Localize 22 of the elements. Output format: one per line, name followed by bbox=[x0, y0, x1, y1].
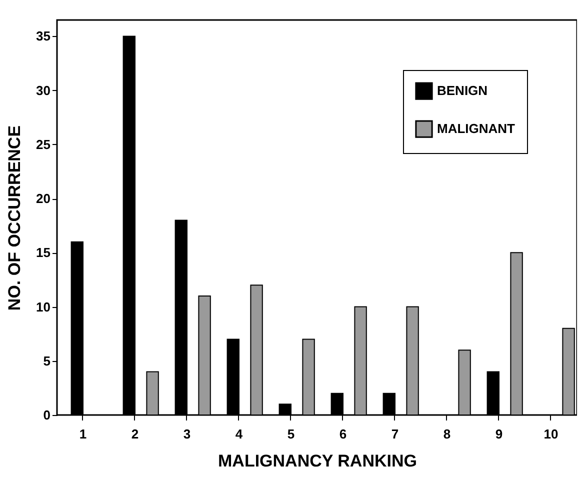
x-tick-label: 6 bbox=[339, 426, 347, 442]
x-tick-label: 1 bbox=[79, 426, 87, 442]
x-tick-label: 10 bbox=[544, 426, 558, 442]
y-tick-label: 5 bbox=[43, 353, 50, 368]
y-tick-label: 15 bbox=[36, 245, 50, 260]
y-tick-label: 10 bbox=[36, 299, 50, 314]
x-tick-label: 4 bbox=[235, 426, 244, 442]
x-tick-label: 3 bbox=[183, 426, 191, 442]
y-tick-label: 0 bbox=[43, 408, 50, 422]
x-tick-label: 5 bbox=[287, 426, 295, 442]
y-tick-label: 20 bbox=[36, 191, 50, 206]
x-axis-title: MALIGNANCY RANKING bbox=[218, 452, 417, 470]
x-tick-label: 8 bbox=[443, 426, 451, 442]
y-tick-label: 30 bbox=[36, 82, 50, 98]
x-tick-label: 9 bbox=[495, 426, 503, 442]
y-tick-label: 25 bbox=[36, 136, 50, 152]
x-tick-label: 7 bbox=[391, 426, 399, 442]
legend-label: MALIGNANT bbox=[437, 121, 516, 136]
y-tick-label: 35 bbox=[36, 28, 50, 44]
y-axis-title: NO. OF OCCURRENCE bbox=[5, 125, 24, 311]
legend-label: BENIGN bbox=[437, 83, 488, 98]
x-tick-label: 2 bbox=[131, 426, 139, 442]
